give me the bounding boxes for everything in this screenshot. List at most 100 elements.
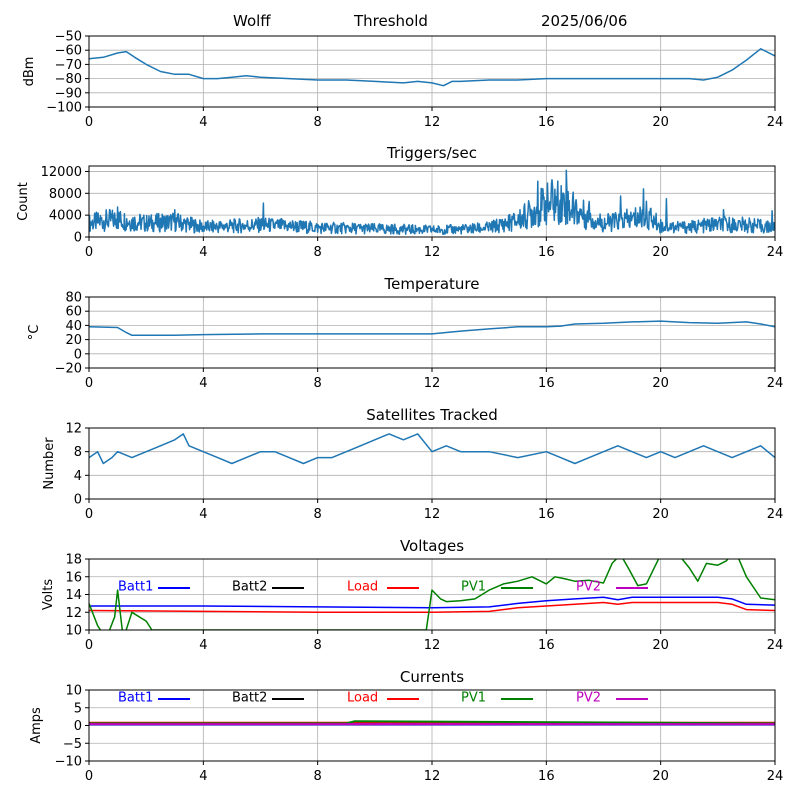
legend-label-pv1: PV1	[461, 580, 486, 595]
y-tick-label: −70	[55, 58, 82, 73]
panel-4: 0 4 8 12 16 20 24 0 4 8 12 Satellites Tracked Number	[42, 406, 783, 522]
series-line-data	[89, 169, 775, 236]
x-tick-label: 8	[314, 115, 322, 130]
plot-area	[89, 720, 775, 726]
header-mode: Threshold	[354, 12, 428, 30]
y-tick-label: 80	[65, 291, 82, 306]
plot-area	[89, 169, 775, 236]
header-station: Wolff	[233, 12, 271, 30]
panel-1: 0 4 8 12 16 20 24 −50−60−70−80−90−100 dBm	[22, 30, 783, 131]
chart-title: Satellites Tracked	[366, 406, 497, 424]
legend-label-pv1: PV1	[461, 691, 486, 706]
chart-title: Currents	[400, 668, 464, 686]
y-axis-label: °C	[27, 325, 42, 341]
y-tick-label: −60	[55, 44, 82, 59]
y-tick-label: −50	[55, 30, 82, 45]
x-tick-label: 24	[767, 376, 784, 391]
y-tick-label: 60	[65, 305, 82, 320]
x-tick-label: 16	[538, 638, 555, 653]
y-tick-label: 12	[65, 422, 82, 437]
y-tick-label: 4000	[49, 209, 82, 224]
plot-area	[89, 320, 775, 337]
x-tick-label: 4	[199, 376, 207, 391]
x-tick-label: 8	[314, 769, 322, 784]
y-tick-label: 16	[65, 570, 82, 585]
series-line-data	[89, 320, 775, 337]
x-tick-label: 12	[424, 245, 441, 260]
y-tick-label: 12000	[41, 165, 82, 180]
y-tick-label: 0	[74, 719, 82, 734]
y-tick-label: 0	[74, 231, 82, 246]
x-tick-label: 16	[538, 376, 555, 391]
x-tick-label: 24	[767, 245, 784, 260]
x-tick-label: 0	[85, 115, 93, 130]
x-tick-label: 0	[85, 769, 93, 784]
y-tick-label: 10	[65, 684, 82, 699]
y-tick-label: 8	[74, 445, 82, 460]
x-tick-label: 4	[199, 245, 207, 260]
legend-label-batt2: Batt2	[232, 580, 267, 595]
chart-title: Voltages	[400, 537, 464, 555]
chart-title: Triggers/sec	[386, 144, 477, 162]
series-line-data	[89, 48, 775, 87]
x-tick-label: 12	[424, 638, 441, 653]
x-tick-label: 16	[538, 115, 555, 130]
y-tick-label: 20	[65, 333, 82, 348]
y-tick-label: 12	[65, 606, 82, 621]
y-axis-label: Volts	[41, 579, 56, 611]
x-tick-label: 16	[538, 769, 555, 784]
x-tick-label: 4	[199, 115, 207, 130]
x-tick-label: 20	[652, 638, 669, 653]
x-tick-label: 0	[85, 507, 93, 522]
header-date: 2025/06/06	[541, 12, 628, 30]
series-line-data	[89, 433, 775, 465]
y-axis-label: Number	[42, 437, 57, 490]
x-tick-label: 0	[85, 376, 93, 391]
panel-6: 0 4 8 12 16 20 24 10 5 0 −5 −10 Currents Amps Batt1 Bat…	[29, 668, 783, 784]
plot-area	[89, 433, 775, 465]
x-tick-label: 12	[424, 115, 441, 130]
legend-label-batt2: Batt2	[232, 691, 267, 706]
y-tick-label: −100	[46, 101, 82, 116]
legend-label-batt1: Batt1	[118, 580, 153, 595]
y-tick-label: 4	[74, 469, 82, 484]
legend-label-pv2: PV2	[576, 580, 601, 595]
series-line-pv1	[89, 559, 775, 630]
y-tick-label: 8000	[49, 187, 82, 202]
legend-label-load: Load	[347, 691, 378, 706]
y-tick-label: 40	[65, 319, 82, 334]
x-tick-label: 8	[314, 507, 322, 522]
series-line-load	[89, 601, 775, 614]
x-tick-label: 0	[85, 245, 93, 260]
y-tick-label: 0	[74, 493, 82, 508]
y-tick-label: 5	[74, 701, 82, 716]
y-tick-label: −80	[55, 72, 82, 87]
x-tick-label: 8	[314, 376, 322, 391]
x-tick-label: 24	[767, 115, 784, 130]
chart-title: Temperature	[383, 275, 479, 293]
legend-label-pv2: PV2	[576, 691, 601, 706]
x-tick-label: 8	[314, 638, 322, 653]
y-tick-label: 10	[65, 624, 82, 639]
y-axis-label: dBm	[22, 57, 37, 87]
y-tick-label: 18	[65, 553, 82, 568]
panel-5: 0 4 8 12 16 20 24 10 12 14 16 18 Voltages Volts Batt1 B…	[41, 537, 783, 653]
y-tick-label: −10	[55, 755, 82, 770]
series-line-batt1	[89, 596, 775, 609]
x-tick-label: 12	[424, 507, 441, 522]
x-tick-label: 20	[652, 769, 669, 784]
y-tick-label: 14	[65, 588, 82, 603]
x-tick-label: 20	[652, 376, 669, 391]
plot-area	[89, 48, 775, 87]
x-tick-label: 4	[199, 507, 207, 522]
y-axis-label: Count	[16, 182, 31, 221]
y-tick-label: 0	[74, 347, 82, 362]
x-tick-label: 24	[767, 638, 784, 653]
legend-label-batt1: Batt1	[118, 691, 153, 706]
x-tick-label: 4	[199, 638, 207, 653]
x-tick-label: 20	[652, 245, 669, 260]
x-tick-label: 16	[538, 507, 555, 522]
legend-label-load: Load	[347, 580, 378, 595]
